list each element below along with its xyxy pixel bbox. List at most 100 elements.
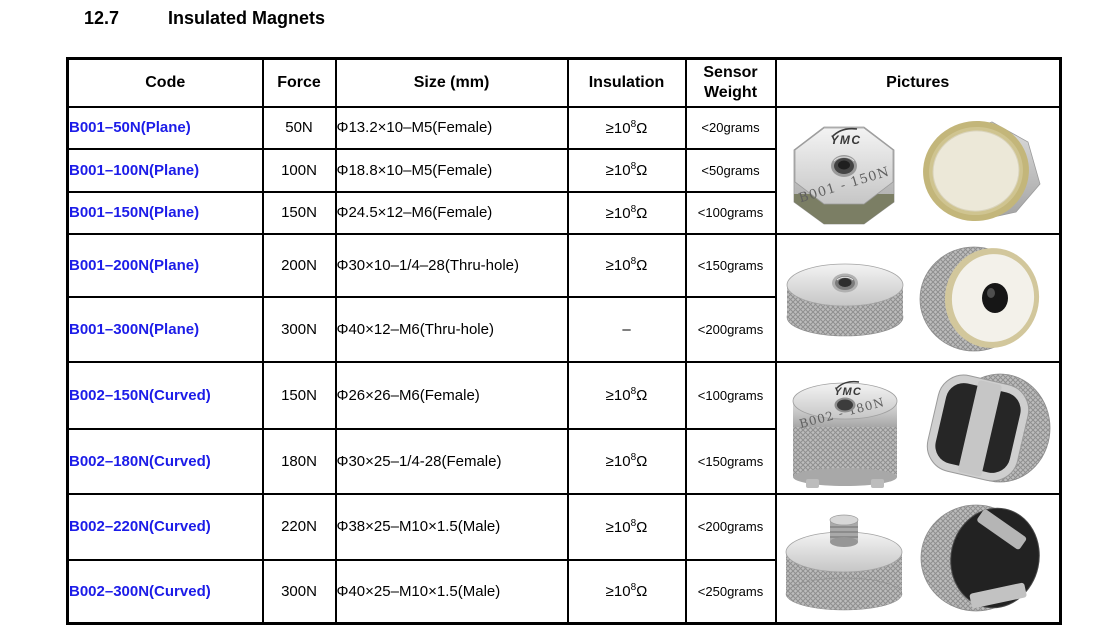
code-cell[interactable]: B002–300N(Curved) (66, 558, 264, 625)
table-row: B001–100N(Plane) 100N Φ18.8×10–M5(Female… (66, 147, 1061, 193)
insulation-value: ≥10 (605, 387, 631, 404)
table-row: B001–150N(Plane) 150N Φ24.5×12–M6(Female… (66, 190, 1061, 235)
size-cell: Φ24.5×12–M6(Female) (334, 190, 569, 235)
code-cell[interactable]: B001–200N(Plane) (66, 232, 264, 298)
force-cell: 50N (261, 105, 337, 150)
force-cell: 150N (261, 360, 337, 430)
table-row: B001–300N(Plane) 300N Φ40×12–M6(Thru-hol… (66, 295, 1061, 363)
cream-face (932, 129, 1020, 212)
pictures-cell-b001-plane-small: YMC B001 - 150N (774, 105, 1062, 235)
size-cell: Φ38×25–M10×1.5(Male) (334, 492, 569, 561)
stud-cap (829, 514, 859, 526)
code-cell[interactable]: B002–180N(Curved) (66, 427, 264, 495)
insulation-value: – (622, 321, 631, 338)
brand-logo-text: YMC (834, 386, 862, 398)
insulation-exponent: 8 (630, 161, 637, 172)
force-cell: 200N (261, 232, 337, 298)
magnet-photo-b001-plane: YMC B001 - 150N (793, 120, 1041, 224)
insulation-value: ≥10 (605, 257, 631, 274)
thread-highlight (836, 276, 854, 280)
pictures-cell-b002-curved-large (774, 492, 1062, 625)
table-row: B001–200N(Plane) 200N Φ30×10–1/4–28(Thru… (66, 232, 1062, 363)
weight-cell: <100grams (684, 360, 777, 430)
table-row: B002–150N(Curved) 150N Φ26×26–M6(Female)… (66, 360, 1062, 495)
magnet-foot (806, 478, 820, 488)
insulation-exponent: 8 (630, 203, 637, 215)
insulation-exponent: 8 (630, 452, 637, 463)
code-cell[interactable]: B001–100N(Plane) (66, 147, 264, 193)
force-cell: 220N (261, 492, 337, 561)
magnet-face-ring (794, 193, 895, 224)
insulation-unit: Ω (636, 162, 648, 179)
weight-cell: <20grams (684, 105, 777, 150)
code-cell[interactable]: B002–150N(Curved) (66, 360, 264, 430)
pictures-cell-b002-curved-small: YMC B002 - 180N (774, 360, 1062, 495)
size-cell: Φ30×10–1/4–28(Thru-hole) (334, 232, 569, 298)
insulation-value: ≥10 (605, 119, 631, 137)
insulation-cell: – (566, 295, 687, 363)
table-row: B002–220N(Curved) 220N Φ38×25–M10×1.5(Ma… (66, 492, 1062, 625)
weight-cell: <200grams (684, 492, 777, 561)
insulation-value: ≥10 (605, 583, 631, 601)
brand-wing (831, 127, 858, 138)
code-cell[interactable]: B001–300N(Plane) (66, 295, 264, 363)
weight-cell: <50grams (684, 147, 777, 193)
thread-highlight (833, 156, 855, 161)
insulation-exponent: 8 (630, 256, 637, 267)
insulation-cell: ≥108Ω (566, 360, 687, 430)
size-cell: Φ26×26–M6(Female) (334, 360, 569, 430)
size-cell: Φ40×12–M6(Thru-hole) (334, 295, 569, 363)
weight-cell: <250grams (684, 558, 777, 625)
thread-hole-core (838, 160, 851, 169)
insulation-unit: Ω (636, 518, 648, 536)
metal-rail (958, 380, 1002, 476)
insulation-cell: ≥108Ω (566, 492, 687, 561)
brand-wing (835, 380, 860, 389)
section-number: 12.7 (84, 8, 120, 28)
pictures-cell-b001-plane-large (774, 232, 1062, 363)
size-cell: Φ13.2×10–M5(Female) (334, 105, 569, 150)
magnet-photo-b002-stud (785, 504, 1041, 612)
size-cell: Φ18.8×10–M5(Female) (334, 147, 569, 193)
insulation-exponent: 8 (630, 118, 637, 130)
insulation-unit: Ω (636, 257, 648, 274)
insulation-value: ≥10 (605, 204, 631, 222)
insulation-cell: ≥108Ω (566, 427, 687, 495)
insulation-cell: ≥108Ω (566, 190, 687, 235)
magnet-photo-b001-thru-hole (786, 246, 1040, 351)
code-cell[interactable]: B001–150N(Plane) (66, 190, 264, 235)
knurled-bottom (786, 578, 903, 611)
weight-cell: <100grams (684, 190, 777, 235)
weight-cell: <150grams (684, 427, 777, 495)
insulation-exponent: 8 (630, 386, 637, 397)
section-title-text: Insulated Magnets (168, 8, 326, 28)
column-header-pictures: Pictures (774, 57, 1062, 108)
insulated-magnets-table: Code Force Size (mm) Insulation Sensor W… (66, 57, 1062, 625)
insulation-unit: Ω (636, 387, 648, 404)
insulation-exponent: 8 (630, 517, 637, 529)
size-cell: Φ40×25–M10×1.5(Male) (334, 558, 569, 625)
insulation-unit: Ω (636, 453, 648, 470)
thread-hole-core (838, 277, 852, 287)
table-row: B001–50N(Plane) 50N Φ13.2×10–M5(Female) … (66, 105, 1062, 235)
code-cell[interactable]: B001–50N(Plane) (66, 105, 264, 150)
stud-base (830, 537, 859, 548)
metal-rail (969, 583, 1027, 609)
column-header-size: Size (mm) (334, 57, 569, 108)
insulation-value: ≥10 (605, 518, 631, 536)
table-row: B002–180N(Curved) 180N Φ30×25–1/4-28(Fem… (66, 427, 1061, 495)
weight-cell: <200grams (684, 295, 777, 363)
insulation-unit: Ω (636, 119, 648, 137)
code-cell[interactable]: B002–220N(Curved) (66, 492, 264, 561)
insulation-cell: ≥108Ω (566, 558, 687, 625)
insulation-cell: ≥108Ω (566, 105, 687, 150)
force-cell: 100N (261, 147, 337, 193)
column-header-insulation: Insulation (566, 57, 687, 108)
brand-logo-text: YMC (831, 133, 862, 147)
insulation-exponent: 8 (630, 582, 637, 594)
size-cell: Φ30×25–1/4-28(Female) (334, 427, 569, 495)
column-header-sensor-weight: Sensor Weight (684, 57, 777, 108)
column-header-code: Code (66, 57, 264, 108)
force-cell: 180N (261, 427, 337, 495)
table-row: B002–300N(Curved) 300N Φ40×25–M10×1.5(Ma… (66, 558, 1061, 625)
